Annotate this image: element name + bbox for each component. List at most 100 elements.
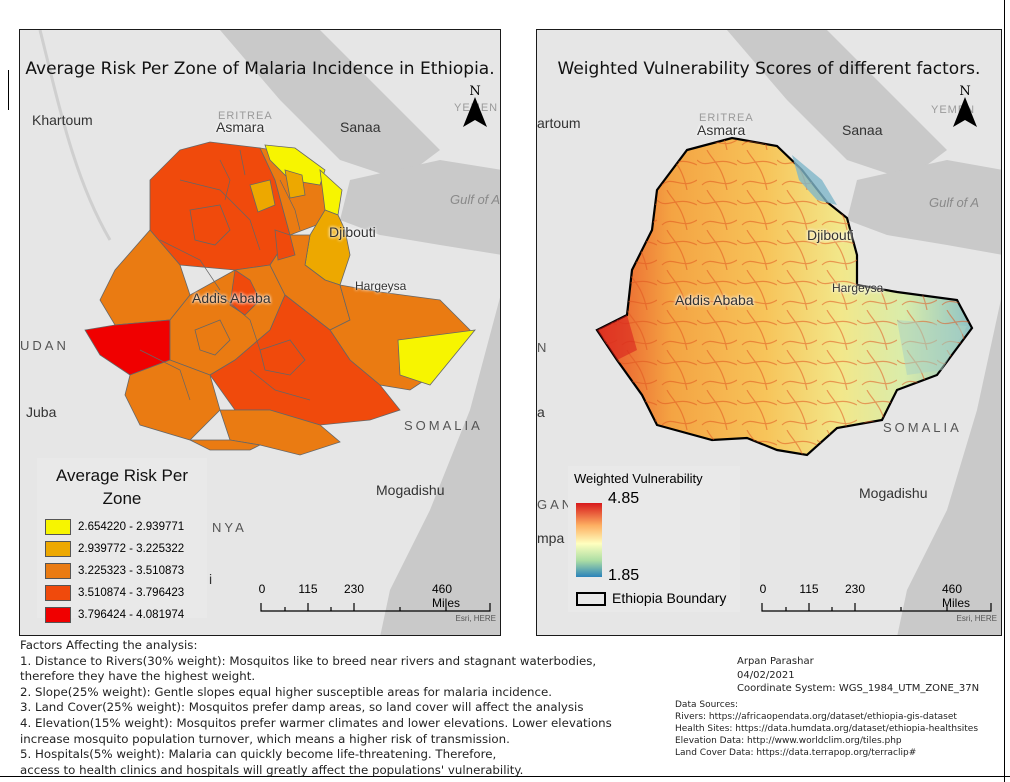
label-uganda: GAN	[537, 497, 575, 512]
factor-line: 1. Distance to Rivers(30% weight): Mosqu…	[20, 653, 597, 668]
risk-legend: Average Risk Per Zone 2.654220 - 2.93977…	[37, 458, 207, 623]
scale-tick-0: 0	[759, 582, 767, 596]
risk-map-panel[interactable]: Average Risk Per Zone of Malaria Inciden…	[19, 29, 501, 636]
risk-legend-label: 2.654220 - 2.939771	[78, 521, 185, 533]
label-somalia: SOMALIA	[404, 418, 483, 433]
scale-tick-230: 230	[844, 582, 866, 596]
risk-map-title: Average Risk Per Zone of Malaria Inciden…	[25, 59, 495, 79]
risk-legend-label: 3.796424 - 4.081974	[78, 609, 185, 621]
vulnerability-low-value: 1.85	[608, 567, 640, 584]
source-line: Elevation Data: http://www.worldclim.org…	[675, 736, 902, 746]
label-sanaa: Sanaa	[340, 119, 381, 135]
vulnerability-map-basemap	[537, 30, 1001, 635]
risk-legend-row: 3.510874 - 3.796423	[45, 582, 203, 604]
basemap-credit: Esri, HERE	[956, 614, 997, 623]
page-left-rule	[8, 70, 9, 110]
vulnerability-map-title: Weighted Vulnerability Scores of differe…	[557, 59, 981, 79]
factor-line: access to health clinics and hospitals w…	[20, 762, 524, 777]
label-khartoum: artoum	[537, 115, 581, 131]
label-mogadishu: Mogadishu	[376, 482, 445, 498]
risk-legend-swatch	[45, 607, 71, 623]
label-sanaa: Sanaa	[842, 122, 883, 138]
vulnerability-legend: Weighted Vulnerability 4.85 1.85 Ethiopi…	[568, 466, 740, 612]
factor-line: 4. Elevation(15% weight): Mosquitos pref…	[20, 715, 612, 730]
label-hargeysa: Hargeysa	[832, 281, 884, 295]
label-eritrea: ERITREA	[699, 112, 754, 124]
source-line: Land Cover Data: https://data.terrapop.o…	[675, 748, 917, 758]
risk-legend-row: 3.225323 - 3.510873	[45, 560, 203, 582]
risk-legend-swatch	[45, 541, 71, 557]
label-juba: Juba	[26, 404, 57, 420]
risk-legend-label: 3.510874 - 3.796423	[78, 587, 185, 599]
label-somalia: SOMALIA	[883, 420, 962, 435]
risk-legend-swatch	[45, 519, 71, 535]
scale-tick-0: 0	[258, 582, 266, 596]
risk-legend-title: Average Risk Per Zone	[56, 466, 188, 508]
label-eritrea: ERITREA	[218, 110, 273, 122]
label-hargeysa: Hargeysa	[355, 279, 407, 293]
north-arrow-label: N	[959, 84, 971, 99]
factors-notes: Factors Affecting the analysis: 1. Dista…	[20, 638, 660, 778]
vulnerability-legend-title: Weighted Vulnerability	[574, 471, 703, 486]
sources-heading: Data Sources:	[675, 700, 738, 710]
label-gulf: Gulf of A	[929, 195, 980, 210]
author-name: Arpan Parashar	[737, 656, 814, 667]
risk-legend-swatch	[45, 585, 71, 601]
label-gulf: Gulf of A	[450, 192, 501, 207]
vulnerability-map-scalebar: 0 115 230 460 Miles Esri, HERE	[759, 582, 999, 624]
north-arrow-label: N	[469, 84, 481, 99]
label-addis-ababa: Addis Ababa	[675, 292, 754, 308]
risk-legend-row: 2.654220 - 2.939771	[45, 516, 203, 538]
factor-line: increase mosquito population turnover, w…	[20, 731, 510, 746]
vulnerability-color-ramp	[576, 503, 602, 577]
factors-heading: Factors Affecting the analysis:	[20, 638, 198, 652]
risk-legend-label: 2.939772 - 3.225322	[78, 543, 185, 555]
author-block: Arpan Parashar 04/02/2021 Coordinate Sys…	[737, 655, 979, 696]
north-arrow: N	[460, 84, 490, 129]
label-djibouti: Djibouti	[807, 227, 854, 243]
risk-legend-row: 2.939772 - 3.225322	[45, 538, 203, 560]
label-sudan: UDAN	[20, 338, 69, 353]
scale-bar-graphic	[761, 603, 992, 612]
scale-tick-230: 230	[343, 582, 365, 596]
risk-legend-swatch	[45, 563, 71, 579]
map-date: 04/02/2021	[737, 669, 795, 681]
vulnerability-map-panel[interactable]: Weighted Vulnerability Scores of differe…	[536, 29, 1002, 636]
risk-map-scalebar: 0 115 230 460 Miles Esri, HERE	[258, 582, 498, 624]
label-asmara: Asmara	[216, 119, 265, 135]
scale-tick-460: 460 Miles	[432, 582, 461, 610]
factor-line: 5. Hospitals(5% weight): Malaria can qui…	[20, 747, 497, 762]
label-khartoum: Khartoum	[32, 112, 93, 128]
scale-bar-graphic	[260, 603, 491, 612]
label-kenya: NYA	[212, 520, 247, 535]
north-arrow-icon	[463, 97, 487, 127]
factor-line: 2. Slope(25% weight): Gentle slopes equa…	[20, 684, 552, 699]
vulnerability-high-value: 4.85	[608, 490, 640, 507]
factor-line: 3. Land Cover(25% weight): Mosquitos pre…	[20, 700, 584, 715]
label-kampala: mpa	[537, 530, 565, 546]
source-line: Rivers: https://africaopendata.org/datas…	[675, 712, 957, 722]
label-nairobi: i	[209, 571, 213, 587]
scale-tick-460: 460 Miles	[942, 582, 971, 610]
source-line: Health Sites: https://data.humdata.org/d…	[675, 724, 979, 734]
risk-legend-label: 3.225323 - 3.510873	[78, 565, 185, 577]
coordinate-system: Coordinate System: WGS_1984_UTM_ZONE_37N	[737, 683, 980, 694]
label-djibouti: Djibouti	[329, 224, 376, 240]
scale-tick-115: 115	[799, 582, 819, 596]
page-bottom-rule	[0, 776, 1010, 777]
label-asmara: Asmara	[697, 122, 746, 138]
basemap-credit: Esri, HERE	[455, 614, 496, 623]
risk-legend-row: 3.796424 - 4.081974	[45, 604, 203, 626]
factor-line: therefore they have the highest weight.	[20, 669, 256, 684]
data-sources: Data Sources: Rivers: https://africaopen…	[675, 699, 978, 759]
label-juba: a	[537, 404, 545, 420]
label-addis-ababa: Addis Ababa	[192, 290, 271, 306]
page-right-rule	[1004, 0, 1005, 782]
scale-tick-115: 115	[298, 582, 318, 596]
label-sudan: N	[537, 340, 550, 355]
boundary-swatch	[576, 592, 606, 606]
north-arrow-icon	[953, 97, 977, 127]
boundary-label: Ethiopia Boundary	[612, 590, 727, 606]
north-arrow: N	[950, 84, 980, 129]
risk-zones	[84, 141, 476, 456]
